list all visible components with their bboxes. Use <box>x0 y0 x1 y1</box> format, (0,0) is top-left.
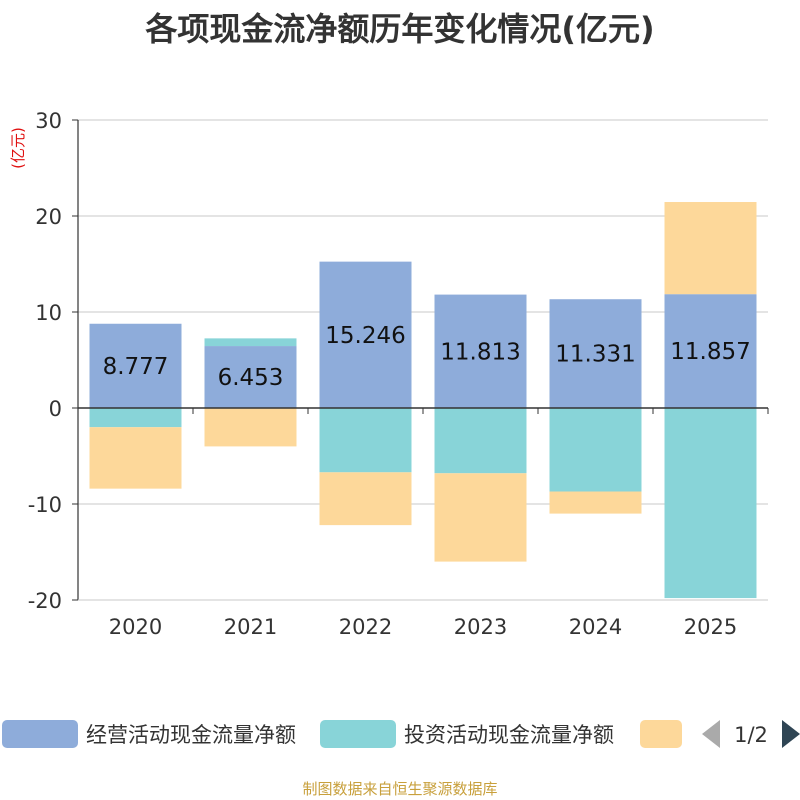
bar-2022-series-1[interactable] <box>319 408 412 473</box>
x-tick-labels: 2020 2021 2022 2023 2024 2025 <box>109 615 737 639</box>
bar-2021-series-0[interactable] <box>204 346 297 408</box>
chart-title: 各项现金流净额历年变化情况(亿元) <box>145 10 655 48</box>
bar-2024-series-2[interactable] <box>549 491 642 514</box>
bar-2022-series-2[interactable] <box>319 472 412 526</box>
bar-2024-series-1[interactable] <box>549 408 642 492</box>
bar-2021-series-1[interactable] <box>204 338 297 347</box>
data-label: 11.331 <box>555 342 635 368</box>
legend-page-indicator: 1/2 <box>734 723 768 747</box>
bar-2023-series-0[interactable] <box>434 294 527 408</box>
y-tick-label: 30 <box>35 109 62 133</box>
x-tick-label: 2020 <box>109 615 162 639</box>
x-tick-label: 2023 <box>454 615 507 639</box>
legend-label-0[interactable]: 经营活动现金流量净额 <box>86 723 296 747</box>
legend-prev-page-icon[interactable] <box>702 720 720 748</box>
data-label: 8.777 <box>103 354 169 380</box>
y-tick-label: 20 <box>35 205 62 229</box>
data-label: 11.813 <box>440 339 520 365</box>
bar-2020-series-2[interactable] <box>89 427 182 489</box>
legend-next-page-icon[interactable] <box>782 720 800 748</box>
bar-2025-series-2[interactable] <box>664 202 757 295</box>
y-tick-label: 10 <box>35 301 62 325</box>
data-label: 11.857 <box>670 339 750 365</box>
legend-swatch-0[interactable] <box>2 720 78 748</box>
bar-group[interactable] <box>89 202 757 599</box>
x-tick-label: 2022 <box>339 615 392 639</box>
y-tick-label: -10 <box>28 493 62 517</box>
bar-2020-series-1[interactable] <box>89 408 182 428</box>
x-tick-label: 2021 <box>224 615 277 639</box>
data-labels: 8.777 6.453 15.246 11.813 11.331 11.857 <box>103 323 751 391</box>
data-label: 6.453 <box>218 365 284 391</box>
y-tick-label: 0 <box>49 397 62 421</box>
bar-2023-series-1[interactable] <box>434 408 527 474</box>
y-tick-label: -20 <box>28 589 62 613</box>
axes <box>77 120 769 601</box>
bar-2020-series-0[interactable] <box>89 323 182 408</box>
x-tick-label: 2024 <box>569 615 622 639</box>
bar-2022-series-0[interactable] <box>319 261 412 408</box>
y-axis-unit: (亿元) <box>9 127 27 169</box>
legend-swatch-2[interactable] <box>640 720 682 748</box>
bar-2021-series-2[interactable] <box>204 408 297 447</box>
x-tick-label: 2025 <box>684 615 737 639</box>
legend-label-1[interactable]: 投资活动现金流量净额 <box>404 723 614 747</box>
bar-2024-series-0[interactable] <box>549 299 642 408</box>
legend-swatch-1[interactable] <box>320 720 396 748</box>
source-footer: 制图数据来自恒生聚源数据库 <box>302 780 498 798</box>
bar-2025-series-1[interactable] <box>664 408 757 599</box>
data-label: 15.246 <box>325 323 405 349</box>
bar-2023-series-2[interactable] <box>434 473 527 562</box>
y-tick-labels: -20 -10 0 10 20 30 <box>28 109 62 613</box>
legend[interactable]: 经营活动现金流量净额 投资活动现金流量净额 1/2 <box>2 720 800 748</box>
bar-2025-series-0[interactable] <box>664 294 757 408</box>
